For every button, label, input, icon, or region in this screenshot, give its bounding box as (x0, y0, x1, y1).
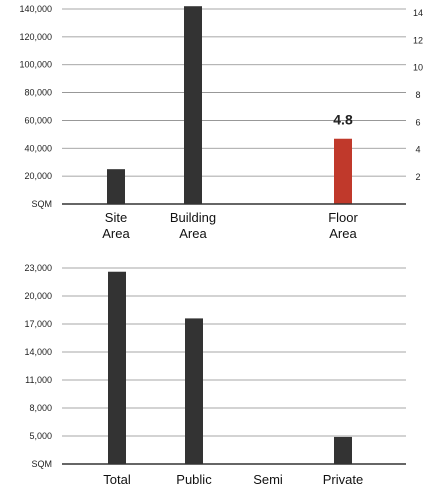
right-tick-label: 4 (415, 145, 420, 155)
left-tick-label: 8,000 (29, 403, 52, 413)
bar (108, 271, 126, 464)
left-tick-label: 140,000 (19, 4, 52, 14)
category-label: Private (323, 472, 363, 487)
top-chart-left-axis: SQM 20,000 40,000 60,000 80,000 100,000 120,00… (19, 4, 52, 209)
left-tick-label: 60,000 (24, 115, 52, 125)
right-tick-label: 14 (413, 8, 423, 18)
top-chart-gridlines (62, 8, 406, 177)
category-label: Building Area (170, 210, 216, 241)
left-tick-label: 17,000 (24, 319, 52, 329)
left-tick-label: 23,000 (24, 263, 52, 273)
right-tick-label: 6 (415, 117, 420, 127)
left-tick-label: SQM (31, 459, 52, 469)
left-tick-label: 40,000 (24, 143, 52, 153)
bottom-chart-category-labels: Total Public Semi Private (103, 472, 363, 487)
category-label: Semi (253, 472, 283, 487)
left-tick-label: SQM (31, 199, 52, 209)
left-tick-label: 11,000 (25, 375, 52, 385)
top-chart-right-axis: 2 4 6 8 10 12 14 (413, 8, 423, 182)
category-label: Floor Area (328, 210, 358, 241)
top-chart-data-labels: 4.8 (333, 112, 353, 128)
bottom-chart-bars (108, 271, 352, 464)
left-tick-label: 20,000 (24, 291, 52, 301)
bar (185, 318, 203, 464)
top-chart: SQM 20,000 40,000 60,000 80,000 100,000 120,00… (19, 4, 423, 241)
category-label: Site Area (102, 210, 130, 241)
left-tick-label: 80,000 (24, 88, 52, 98)
left-tick-label: 20,000 (24, 171, 52, 181)
left-tick-label: 5,000 (29, 431, 52, 441)
bar (334, 138, 352, 204)
data-label: 4.8 (333, 112, 353, 128)
top-chart-category-labels: Site Area Building Area Floor Area (102, 210, 358, 241)
category-label: Total (103, 472, 131, 487)
bottom-chart-left-axis: SQM 5,000 8,000 11,000 14,000 17,000 20,000 23,… (24, 263, 52, 469)
right-tick-label: 10 (413, 63, 423, 73)
top-chart-bars (107, 6, 352, 205)
right-tick-label: 2 (415, 172, 420, 182)
bar (107, 169, 125, 204)
right-tick-label: 8 (415, 90, 420, 100)
bar (184, 6, 202, 205)
left-tick-label: 14,000 (24, 347, 52, 357)
right-tick-label: 12 (413, 35, 423, 45)
category-label: Public (176, 472, 212, 487)
bar (334, 436, 352, 464)
bottom-chart: SQM 5,000 8,000 11,000 14,000 17,000 20,000 23,… (24, 263, 406, 487)
left-tick-label: 100,000 (19, 60, 52, 70)
left-tick-label: 120,000 (19, 32, 52, 42)
